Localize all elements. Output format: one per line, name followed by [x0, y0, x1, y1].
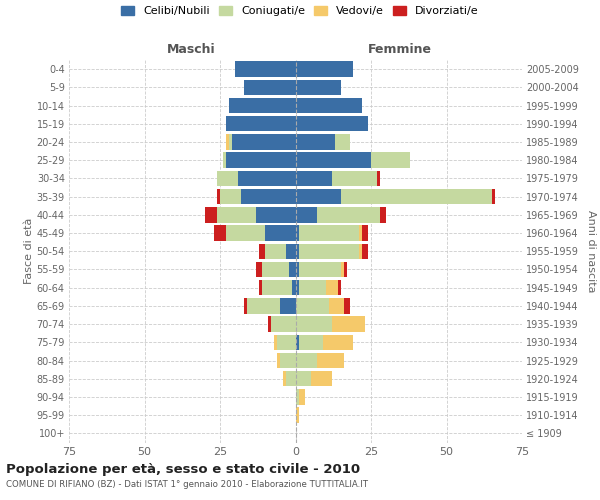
- Bar: [280, 298, 296, 314]
- Bar: [238, 170, 296, 186]
- Bar: [259, 280, 262, 295]
- Y-axis label: Anni di nascita: Anni di nascita: [586, 210, 596, 292]
- Bar: [244, 298, 247, 314]
- Bar: [296, 371, 311, 386]
- Bar: [296, 80, 341, 95]
- Bar: [229, 98, 296, 114]
- Bar: [371, 152, 410, 168]
- Bar: [274, 334, 277, 350]
- Bar: [271, 316, 296, 332]
- Bar: [296, 244, 299, 259]
- Bar: [280, 353, 296, 368]
- Bar: [296, 189, 341, 204]
- Bar: [299, 226, 359, 241]
- Bar: [247, 298, 280, 314]
- Bar: [296, 334, 299, 350]
- Bar: [299, 262, 341, 277]
- Bar: [362, 226, 368, 241]
- Text: Popolazione per età, sesso e stato civile - 2010: Popolazione per età, sesso e stato civil…: [6, 462, 360, 475]
- Bar: [296, 262, 299, 277]
- Bar: [299, 334, 323, 350]
- Bar: [256, 262, 262, 277]
- Bar: [317, 207, 380, 222]
- Text: Femmine: Femmine: [368, 43, 431, 56]
- Bar: [296, 408, 299, 423]
- Bar: [262, 262, 289, 277]
- Bar: [296, 226, 299, 241]
- Bar: [265, 244, 286, 259]
- Bar: [323, 334, 353, 350]
- Bar: [344, 262, 347, 277]
- Bar: [329, 298, 344, 314]
- Bar: [226, 226, 265, 241]
- Bar: [296, 207, 317, 222]
- Bar: [341, 189, 492, 204]
- Bar: [296, 353, 317, 368]
- Bar: [344, 298, 350, 314]
- Bar: [214, 226, 226, 241]
- Bar: [277, 334, 296, 350]
- Bar: [226, 134, 229, 150]
- Bar: [326, 280, 338, 295]
- Bar: [359, 244, 362, 259]
- Y-axis label: Fasce di età: Fasce di età: [23, 218, 34, 284]
- Bar: [296, 98, 362, 114]
- Bar: [256, 207, 296, 222]
- Bar: [296, 170, 332, 186]
- Bar: [220, 189, 241, 204]
- Bar: [296, 280, 299, 295]
- Bar: [289, 262, 296, 277]
- Bar: [265, 226, 296, 241]
- Bar: [299, 244, 359, 259]
- Bar: [296, 389, 299, 404]
- Bar: [235, 62, 296, 77]
- Bar: [332, 316, 365, 332]
- Bar: [217, 189, 220, 204]
- Bar: [299, 280, 326, 295]
- Bar: [332, 170, 377, 186]
- Bar: [244, 80, 296, 95]
- Bar: [262, 280, 292, 295]
- Bar: [380, 207, 386, 222]
- Bar: [286, 244, 296, 259]
- Bar: [299, 389, 305, 404]
- Bar: [241, 189, 296, 204]
- Bar: [296, 152, 371, 168]
- Bar: [296, 298, 329, 314]
- Legend: Celibi/Nubili, Coniugati/e, Vedovi/e, Divorziati/e: Celibi/Nubili, Coniugati/e, Vedovi/e, Di…: [121, 6, 479, 16]
- Bar: [268, 316, 271, 332]
- Text: Maschi: Maschi: [167, 43, 215, 56]
- Bar: [229, 134, 232, 150]
- Bar: [286, 371, 296, 386]
- Bar: [338, 280, 341, 295]
- Bar: [292, 280, 296, 295]
- Bar: [217, 207, 256, 222]
- Bar: [296, 62, 353, 77]
- Bar: [283, 371, 286, 386]
- Bar: [205, 207, 217, 222]
- Bar: [226, 152, 296, 168]
- Bar: [362, 244, 368, 259]
- Bar: [277, 353, 280, 368]
- Bar: [377, 170, 380, 186]
- Bar: [217, 170, 238, 186]
- Bar: [296, 316, 332, 332]
- Bar: [232, 134, 296, 150]
- Bar: [341, 262, 344, 277]
- Bar: [492, 189, 495, 204]
- Bar: [296, 116, 368, 132]
- Bar: [223, 152, 226, 168]
- Bar: [259, 244, 265, 259]
- Bar: [335, 134, 350, 150]
- Bar: [296, 134, 335, 150]
- Bar: [359, 226, 362, 241]
- Bar: [311, 371, 332, 386]
- Bar: [226, 116, 296, 132]
- Bar: [317, 353, 344, 368]
- Text: COMUNE DI RIFIANO (BZ) - Dati ISTAT 1° gennaio 2010 - Elaborazione TUTTITALIA.IT: COMUNE DI RIFIANO (BZ) - Dati ISTAT 1° g…: [6, 480, 368, 489]
